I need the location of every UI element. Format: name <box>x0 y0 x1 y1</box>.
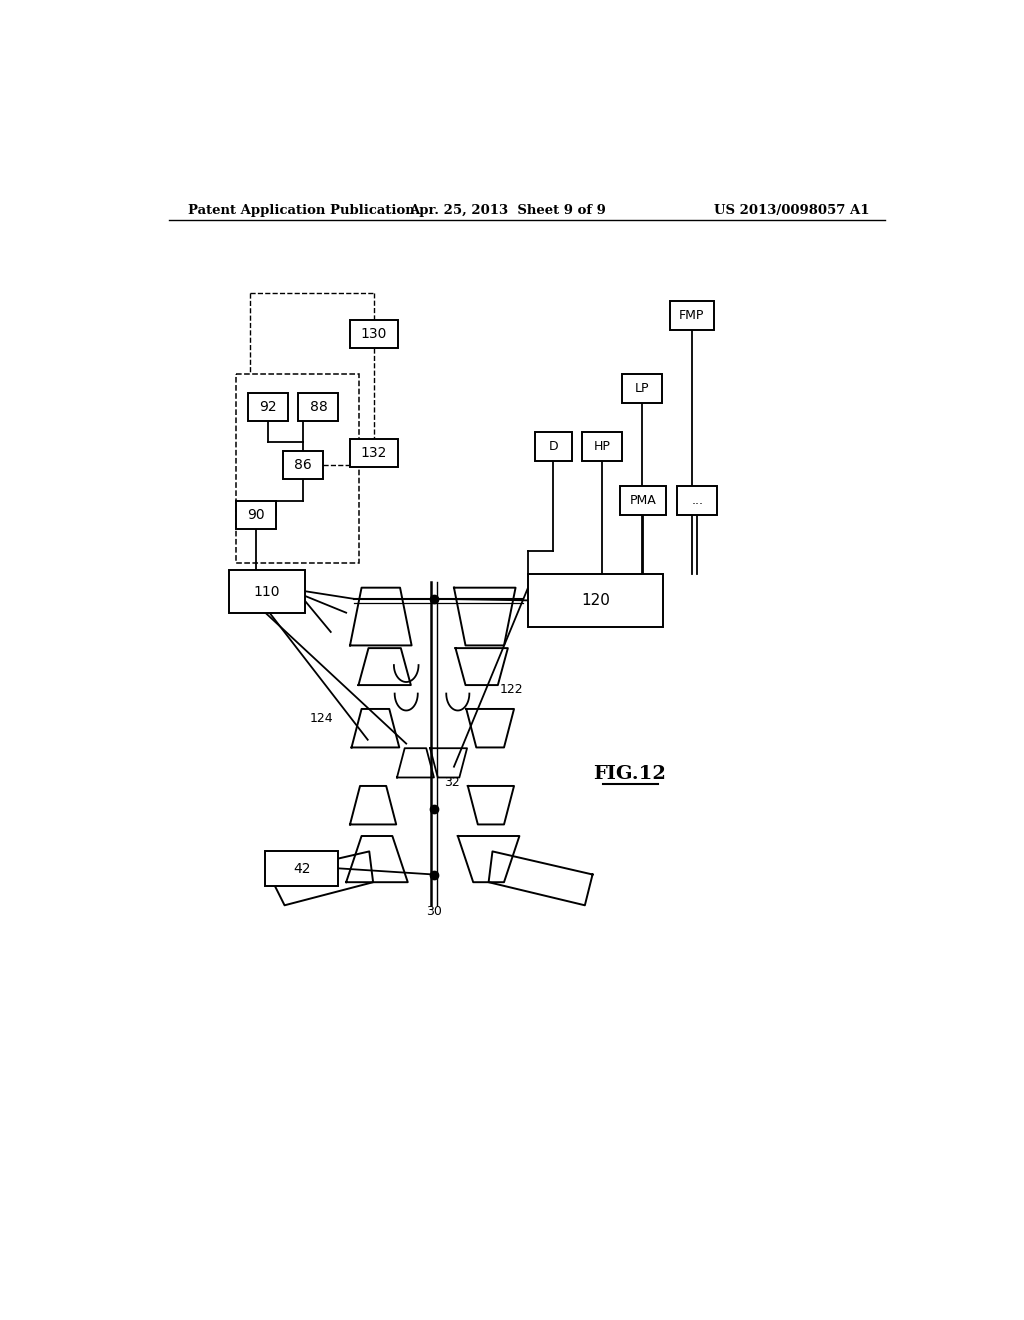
Bar <box>350 440 397 467</box>
Bar <box>582 432 622 461</box>
Bar <box>670 301 714 330</box>
Text: 124: 124 <box>309 713 334 726</box>
Bar <box>350 321 397 348</box>
Text: FMP: FMP <box>679 309 705 322</box>
Text: US 2013/0098057 A1: US 2013/0098057 A1 <box>715 205 869 218</box>
Text: 122: 122 <box>500 684 523 696</box>
Text: 42: 42 <box>293 862 310 875</box>
Text: ...: ... <box>691 494 703 507</box>
Bar <box>677 486 717 515</box>
Bar <box>298 393 339 421</box>
Text: PMA: PMA <box>630 494 656 507</box>
Text: 30: 30 <box>426 906 442 919</box>
Text: 92: 92 <box>259 400 276 414</box>
Bar <box>237 502 276 529</box>
Text: Patent Application Publication: Patent Application Publication <box>188 205 415 218</box>
Bar <box>237 374 359 562</box>
Text: 88: 88 <box>309 400 328 414</box>
Bar <box>622 374 662 404</box>
Text: 32: 32 <box>444 776 461 788</box>
Text: 130: 130 <box>360 327 387 341</box>
Text: 90: 90 <box>247 508 265 521</box>
Text: D: D <box>549 440 558 453</box>
Bar <box>248 393 288 421</box>
Text: Apr. 25, 2013  Sheet 9 of 9: Apr. 25, 2013 Sheet 9 of 9 <box>410 205 606 218</box>
Bar <box>528 574 663 627</box>
Text: HP: HP <box>593 440 610 453</box>
Text: FIG.12: FIG.12 <box>593 766 666 783</box>
Text: 86: 86 <box>294 458 312 471</box>
Text: LP: LP <box>635 381 649 395</box>
Text: 132: 132 <box>360 446 387 461</box>
Bar <box>621 486 667 515</box>
Text: 110: 110 <box>254 585 281 598</box>
Bar <box>229 570 304 612</box>
Bar <box>265 851 339 886</box>
Bar <box>535 432 571 461</box>
Text: 120: 120 <box>581 593 609 609</box>
Bar <box>283 451 323 479</box>
